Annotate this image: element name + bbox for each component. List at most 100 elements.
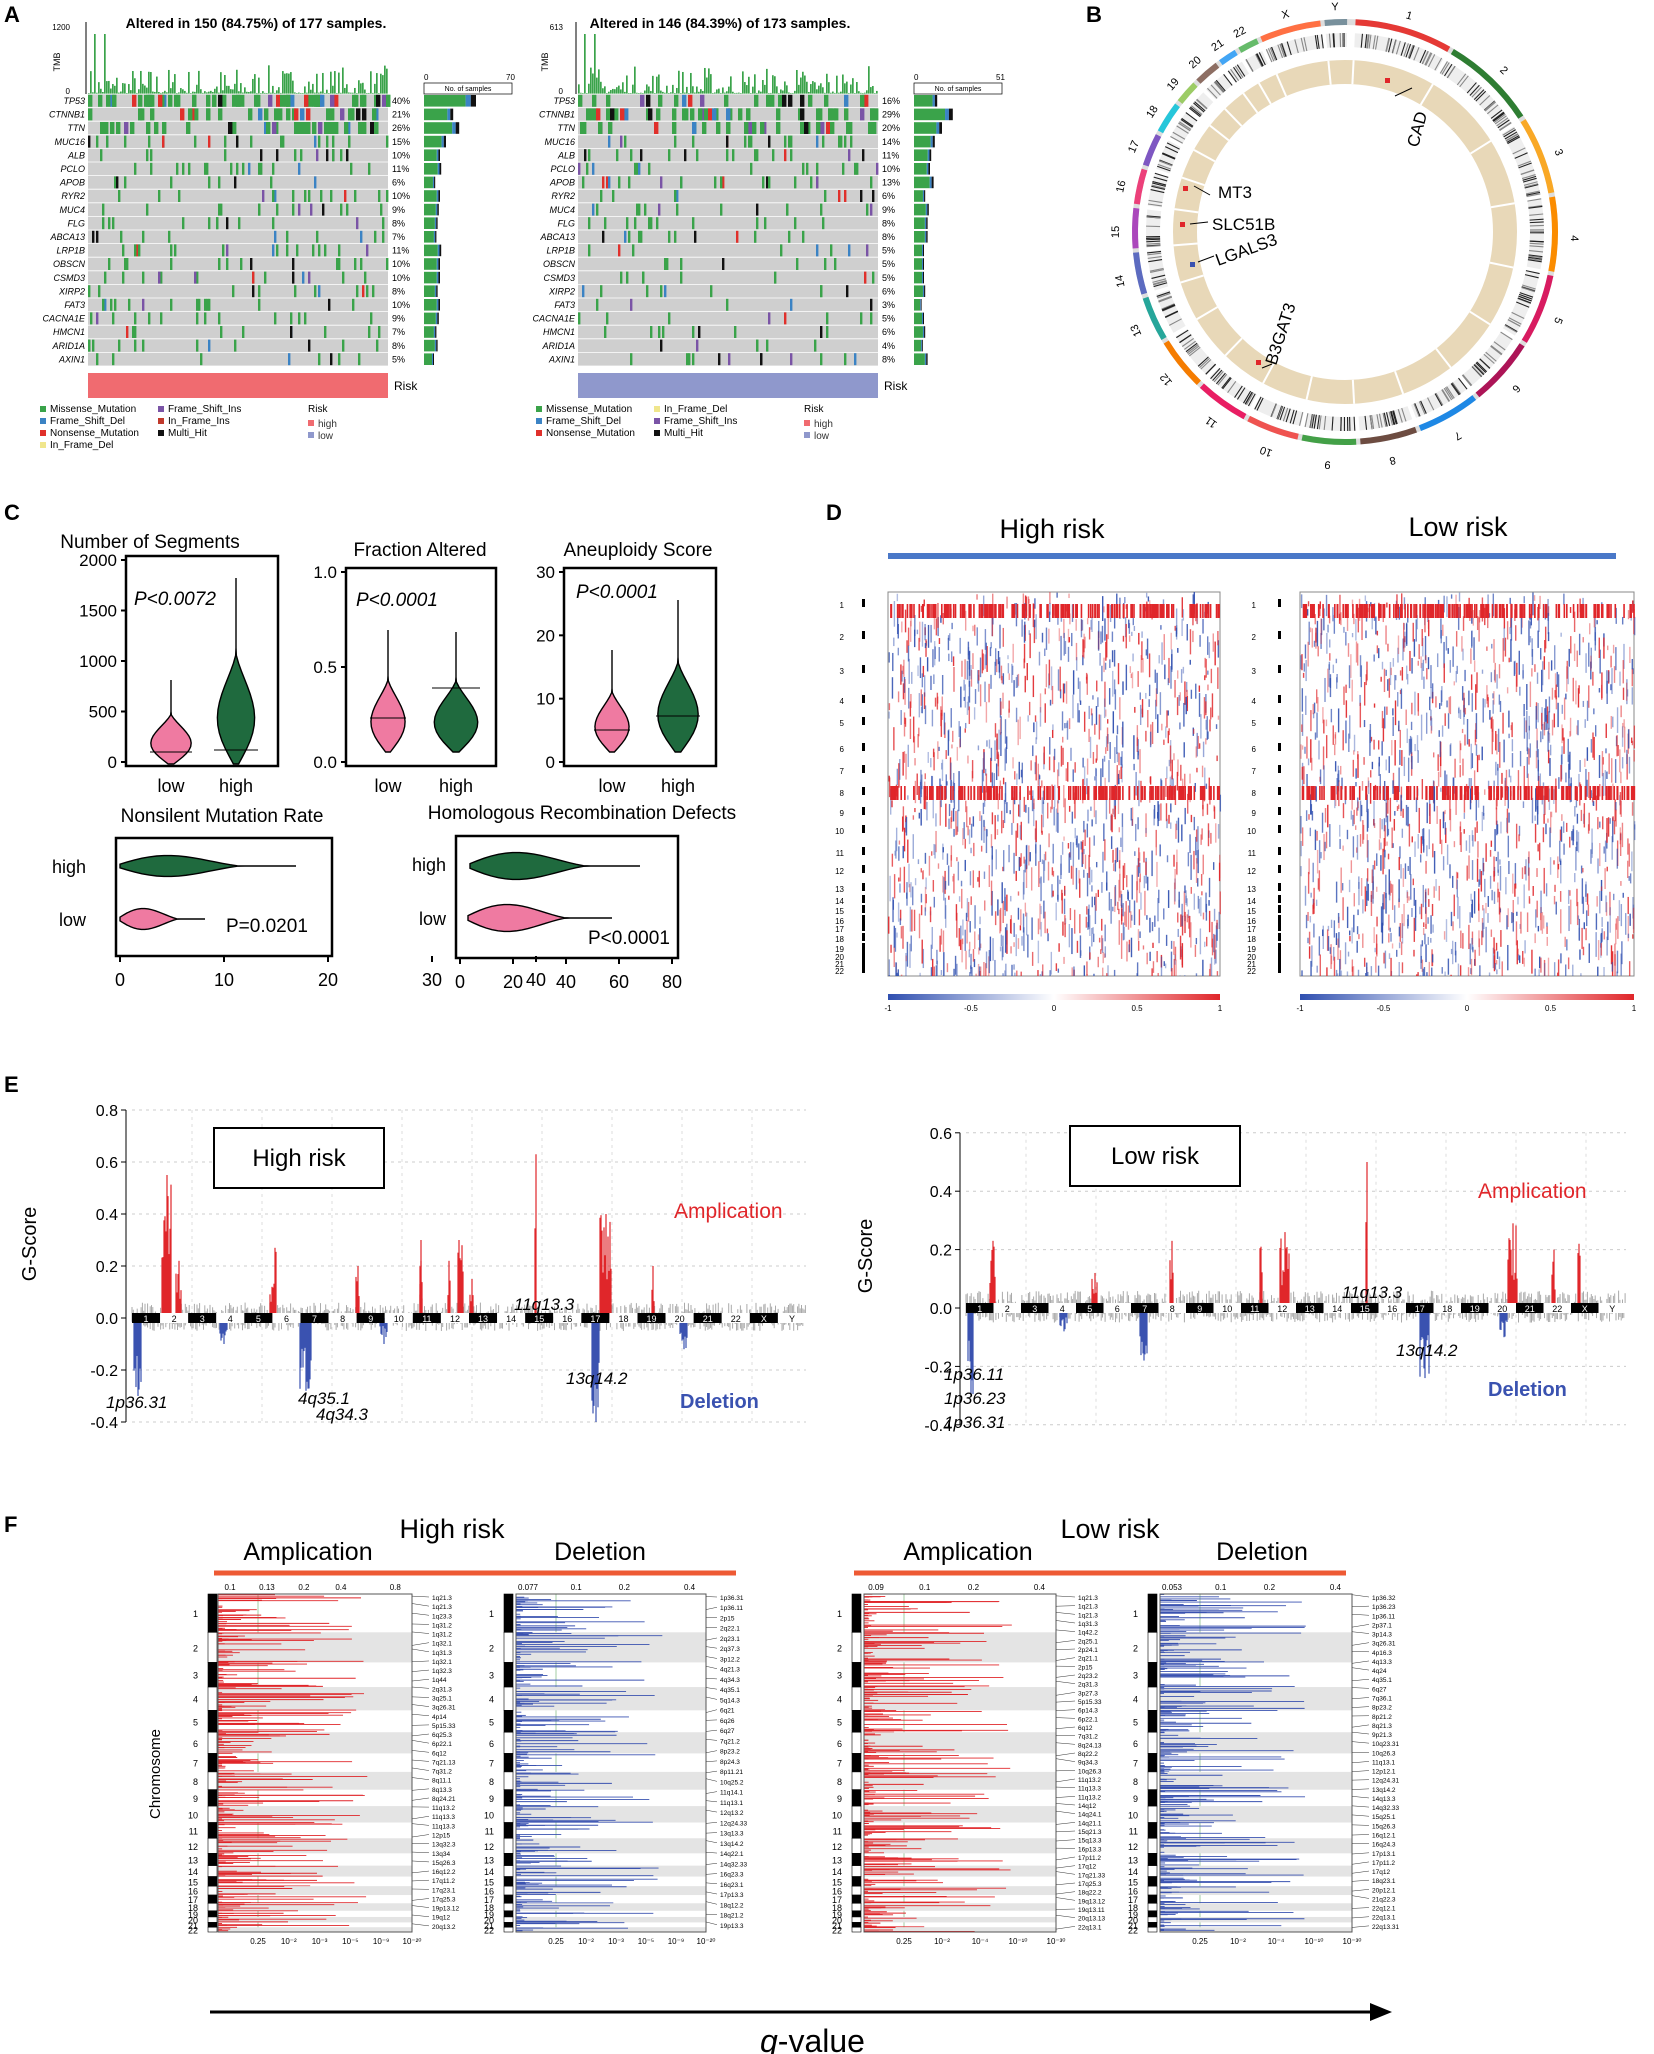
heatmap-cell <box>1062 921 1064 936</box>
heatmap-cell <box>1632 668 1634 675</box>
heatmap-cell <box>1470 968 1472 974</box>
heatmap-cell <box>1014 771 1016 780</box>
heatmap-cell <box>1408 823 1411 847</box>
heatmap-cell <box>1118 770 1121 780</box>
gene-label: CACNA1E <box>42 314 86 324</box>
ideogram-tick <box>1493 341 1506 351</box>
heatmap-cell <box>1547 632 1550 642</box>
gene-percent: 10% <box>392 259 410 269</box>
ideogram-band <box>1156 140 1181 174</box>
heatmap-cell <box>893 601 896 627</box>
tmb-bar <box>822 87 824 94</box>
heatmap-cell <box>1356 834 1359 860</box>
ideogram-tick <box>1187 345 1200 355</box>
x-tick-label: 40 <box>526 970 546 990</box>
mutation-cell <box>312 94 317 107</box>
heatmap-cell <box>1470 893 1472 901</box>
heatmap-cell <box>1460 930 1462 949</box>
heatmap-cell <box>1001 604 1003 618</box>
heatmap-cell <box>1187 786 1190 800</box>
mutation-cell <box>102 298 105 311</box>
x-category-label: low <box>374 776 402 796</box>
heatmap-cell <box>948 818 950 830</box>
heatmap-cell <box>1217 604 1219 618</box>
heatmap-cell <box>1528 867 1530 891</box>
heatmap-cell <box>1424 933 1426 945</box>
heatmap-cell <box>1549 758 1551 776</box>
heatmap-cell <box>1487 616 1489 629</box>
mutation-cell <box>180 108 185 121</box>
heatmap-cell <box>1057 617 1059 625</box>
side-bar <box>922 285 925 297</box>
heatmap-cell <box>1585 881 1587 902</box>
heatmap-cell <box>964 838 966 849</box>
heatmap-cell <box>1474 949 1476 966</box>
mutation-cell <box>114 176 117 189</box>
gene-label: OBSCN <box>53 259 86 269</box>
heatmap-cell <box>1390 667 1392 676</box>
heatmap-cell <box>1195 858 1198 883</box>
tmb-bar <box>752 86 754 94</box>
heatmap-cell <box>1474 729 1477 746</box>
tmb-bar <box>364 89 366 94</box>
ideogram-tick <box>1194 101 1206 112</box>
side-bar <box>432 176 435 189</box>
heatmap-cell <box>891 800 893 808</box>
heatmap-cell <box>1122 903 1124 917</box>
heatmap-cell <box>1484 699 1486 708</box>
heatmap-cell <box>1469 912 1471 923</box>
side-bar <box>443 135 446 148</box>
heatmap-cell <box>1560 858 1562 884</box>
tmb-bar <box>340 92 342 94</box>
heatmap-cell <box>1453 894 1455 917</box>
heatmap-cell <box>995 786 997 800</box>
heatmap-cell <box>1571 831 1573 841</box>
tmb-bar <box>110 88 112 94</box>
heatmap-cell <box>971 770 974 782</box>
heatmap-cell <box>1325 719 1328 727</box>
mutation-cell <box>704 108 709 121</box>
mutation-cell <box>342 339 345 352</box>
heatmap-cell <box>1554 645 1556 670</box>
side-bar <box>433 353 434 365</box>
tmb-bar <box>122 83 124 94</box>
ideogram-tick <box>1331 416 1334 431</box>
mutation-cell <box>144 94 149 107</box>
heatmap-cell <box>1206 604 1208 618</box>
ideogram-tick <box>1270 403 1278 418</box>
heatmap-cell <box>926 801 928 821</box>
heatmap-cell <box>1139 604 1142 618</box>
heatmap-cell <box>1381 661 1384 670</box>
heatmap-cell <box>989 647 992 657</box>
heatmap-cell <box>1629 873 1632 884</box>
heatmap-cell <box>1040 905 1042 915</box>
heatmap-cell <box>981 604 984 618</box>
heatmap-cell <box>1417 833 1419 849</box>
p-value: P<0.0001 <box>356 590 438 611</box>
ideogram-tick <box>1528 254 1543 258</box>
heatmap-cell <box>907 744 909 767</box>
heatmap-cell <box>1131 631 1133 636</box>
mutation-cell <box>108 217 111 230</box>
heatmap-cell <box>1124 597 1126 603</box>
ideogram-tick <box>1514 152 1528 159</box>
heatmap-cell <box>1339 839 1341 849</box>
heatmap-cell <box>1208 900 1210 906</box>
heatmap-cell <box>1413 887 1415 906</box>
heatmap-cell <box>1626 749 1628 765</box>
heatmap-cell <box>992 616 994 625</box>
heatmap-cell <box>931 604 933 618</box>
mutation-cell <box>106 135 109 148</box>
heatmap-cell <box>1020 821 1022 841</box>
violin-shape <box>370 630 406 753</box>
tmb-bar <box>274 92 276 94</box>
track-divider <box>1257 82 1272 105</box>
mutation-cell <box>366 285 369 298</box>
heatmap-cell <box>1049 699 1052 706</box>
heatmap-cell <box>1392 708 1394 716</box>
heatmap-cell <box>1603 846 1605 854</box>
heatmap-cell <box>1532 886 1534 896</box>
heatmap-cell <box>1101 665 1103 682</box>
mutation-cell <box>754 230 757 243</box>
ideogram-tick <box>1311 414 1315 429</box>
